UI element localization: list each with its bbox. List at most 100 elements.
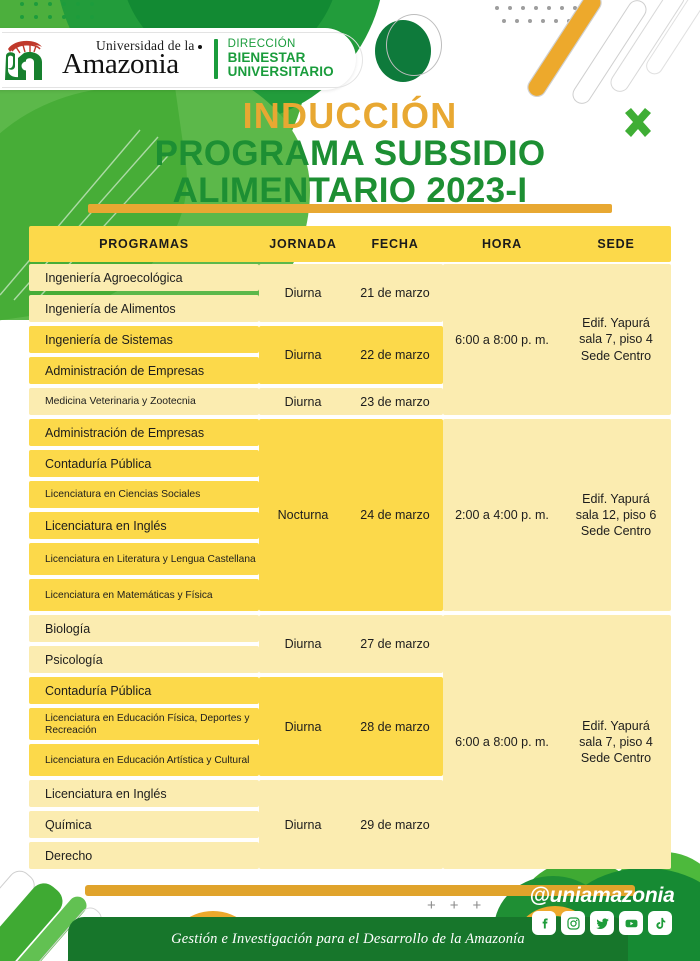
outline-ellipse-decoration — [386, 14, 442, 76]
sede-value: Edif. Yapurá sala 12, piso 6 Sede Centro — [575, 491, 657, 539]
hora-value: 6:00 a 8:00 p. m. — [455, 332, 549, 347]
jornada-fecha-cell: Diurna 27 de marzo — [259, 615, 443, 673]
fecha-value: 21 de marzo — [360, 286, 430, 300]
table-row: Derecho — [29, 842, 259, 869]
hora-sede-cell: 6:00 a 8:00 p. m. Edif. Yapurá sala 7, pis… — [443, 264, 671, 415]
programas-column: Biología Psicología Contaduría Pública Lice… — [29, 613, 259, 871]
jornada-fecha-cell: Nocturna 24 de marzo — [259, 419, 443, 611]
programas-column: Administración de Empresas Contaduría Púb… — [29, 417, 259, 613]
jornada-fecha-cell: Diurna 22 de marzo — [259, 326, 443, 384]
jornada-value: Diurna — [284, 637, 322, 651]
direction-block: DIRECCIÓN BIENESTAR UNIVERSITARIO — [228, 38, 334, 80]
table-row: Licenciatura en Inglés — [29, 780, 259, 807]
outline-stick-2-decoration — [606, 0, 689, 96]
jornada-fecha-cell: Diurna 29 de marzo — [259, 780, 443, 869]
title-line-programa: PROGRAMA SUBSIDIO — [154, 133, 546, 173]
jornada-value: Diurna — [284, 286, 322, 300]
poster-title: INDUCCIÓN PROGRAMA SUBSIDIO ALIMENTARIO … — [0, 95, 700, 209]
sede-value: Edif. Yapurá sala 7, piso 4 Sede Centro — [579, 316, 653, 363]
logo-divider — [213, 39, 218, 79]
fecha-value: 22 de marzo — [360, 348, 430, 362]
hora-sede-cell: 2:00 a 4:00 p. m. Edif. Yapurá sala 12, pi… — [443, 419, 671, 611]
schedule-block: Biología Psicología Contaduría Pública Lice… — [29, 613, 671, 871]
direction-line3: UNIVERSITARIO — [227, 64, 334, 80]
jornada-fecha-cell: Diurna 23 de marzo — [259, 388, 443, 415]
hora-value: 6:00 a 8:00 p. m. — [455, 735, 549, 749]
fecha-value: 23 de marzo — [360, 394, 430, 409]
schedule-table: PROGRAMAS JORNADA FECHA HORA SEDE Ingeni… — [29, 226, 671, 871]
jornada-value: Diurna — [284, 348, 322, 362]
table-row: Contaduría Pública — [29, 677, 259, 704]
fecha-value: 29 de marzo — [360, 817, 430, 832]
jornada-value: Diurna — [284, 817, 322, 832]
title-gold-rule — [88, 204, 612, 213]
jornada-fecha-cell: Diurna 21 de marzo — [259, 264, 443, 322]
jornada-fecha-cell: Diurna 28 de marzo — [259, 677, 443, 776]
university-wordmark: Universidad de la Amazonia — [62, 39, 202, 79]
outline-stick-3-decoration — [642, 0, 700, 78]
table-row: Administración de Empresas — [29, 419, 259, 446]
jornada-value: Diurna — [284, 719, 322, 734]
tiktok-icon[interactable] — [648, 911, 672, 935]
table-row: Química — [29, 811, 259, 838]
plus-icon: + — [449, 897, 459, 914]
column-header-sede: SEDE — [597, 237, 635, 251]
plus-icon: + — [427, 897, 436, 914]
fecha-value: 28 de marzo — [360, 719, 430, 734]
gold-stick-decoration — [525, 0, 604, 100]
university-crest-icon — [5, 40, 42, 80]
table-row: Ingeniería de Alimentos — [29, 295, 259, 322]
jornada-value: Diurna — [284, 394, 322, 409]
title-line-induccion: INDUCCIÓN — [242, 95, 458, 136]
social-media-block: @uniamazonia — [514, 884, 690, 935]
jornada-fecha-column: Nocturna 24 de marzo — [259, 417, 443, 613]
table-body: Ingeniería Agroecológica Ingeniería de Al… — [29, 262, 671, 871]
column-header-fecha: FECHA — [371, 237, 419, 251]
footer-gold-rule — [85, 885, 635, 896]
university-logo-card: Universidad de la Amazonia DIRECCIÓN BIE… — [0, 28, 363, 90]
twitter-icon[interactable] — [590, 911, 614, 935]
column-header-programas: PROGRAMAS — [99, 237, 189, 251]
table-row: Licenciatura en Ciencias Sociales — [29, 481, 259, 508]
social-icons-row — [514, 911, 690, 935]
dark-green-ellipse-decoration — [375, 20, 431, 82]
table-header-row: PROGRAMAS JORNADA FECHA HORA SEDE — [29, 226, 671, 262]
table-row: Licenciatura en Educación Artística y Cu… — [29, 744, 259, 776]
footer-slogan-text: Gestión e Investigación para el Desarrol… — [171, 930, 525, 947]
facebook-icon[interactable] — [532, 911, 556, 935]
diagonal-outline-1-decoration — [0, 865, 40, 961]
table-row: Licenciatura en Literatura y Lengua Cast… — [29, 543, 259, 575]
diagonal-green-band-decoration — [0, 877, 69, 961]
social-handle: @uniamazonia — [529, 884, 675, 907]
schedule-block: Administración de Empresas Contaduría Púb… — [29, 417, 671, 613]
hora-value: 2:00 a 4:00 p. m. — [455, 508, 549, 522]
plus-icon: + — [472, 897, 482, 914]
programas-column: Ingeniería Agroecológica Ingeniería de Al… — [29, 262, 259, 417]
table-row: Licenciatura en Educación Física, Deport… — [29, 708, 259, 740]
table-row: Biología — [29, 615, 259, 642]
fecha-value: 24 de marzo — [360, 508, 430, 522]
table-row: Medicina Veterinaria y Zootecnia — [29, 388, 259, 415]
hora-sede-column: 6:00 a 8:00 p. m. Edif. Yapurá sala 7, pis… — [443, 613, 671, 871]
table-row: Licenciatura en Matemáticas y Física — [29, 579, 259, 611]
column-header-hora: HORA — [481, 237, 522, 251]
youtube-icon[interactable] — [619, 911, 643, 935]
table-row: Psicología — [29, 646, 259, 673]
plus-marks-decoration: + + + — [427, 898, 481, 913]
hora-sede-cell: 6:00 a 8:00 p. m. Edif. Yapurá sala 7, pis… — [443, 615, 671, 869]
schedule-block: Ingeniería Agroecológica Ingeniería de Al… — [29, 262, 671, 417]
table-row: Contaduría Pública — [29, 450, 259, 477]
jornada-fecha-column: Diurna 27 de marzo Diurna 28 de marzo Diurna… — [259, 613, 443, 871]
direction-line2: BIENESTAR — [227, 49, 306, 65]
table-row: Ingeniería de Sistemas — [29, 326, 259, 353]
sede-value: Edif. Yapurá sala 7, piso 4 Sede Centro — [579, 718, 653, 766]
jornada-value: Nocturna — [277, 508, 329, 522]
instagram-icon[interactable] — [561, 911, 585, 935]
table-row: Ingeniería Agroecológica — [29, 264, 259, 291]
direction-line1: DIRECCIÓN — [227, 38, 296, 51]
column-header-jornada: JORNADA — [269, 237, 337, 251]
outline-stick-1-decoration — [568, 0, 651, 108]
university-name-line2: Amazonia — [62, 47, 179, 80]
hora-sede-column: 6:00 a 8:00 p. m. Edif. Yapurá sala 7, pis… — [443, 262, 671, 417]
